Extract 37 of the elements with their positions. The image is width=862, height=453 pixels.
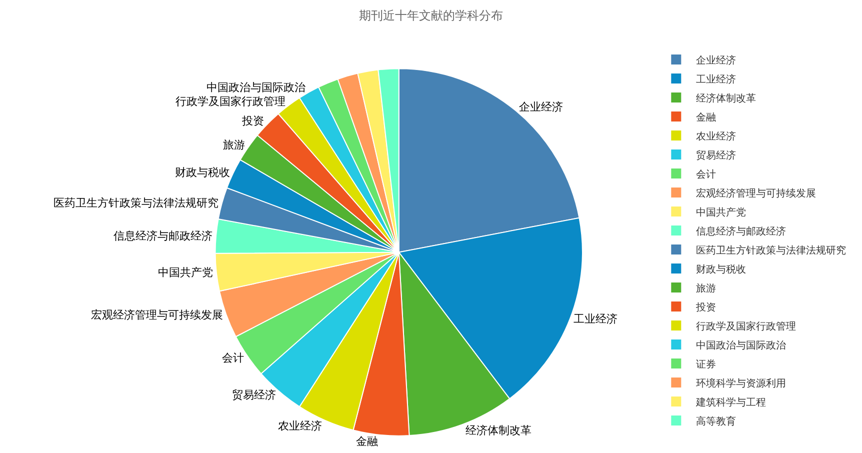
legend-label: 医药卫生方针政策与法律法规研究 bbox=[696, 244, 846, 256]
legend-label: 会计 bbox=[696, 168, 716, 180]
legend-label: 高等教育 bbox=[696, 415, 736, 428]
legend-label: 宏观经济管理与可持续发展 bbox=[696, 187, 816, 200]
legend-label: 贸易经济 bbox=[696, 149, 736, 162]
data-label: 中国共产党 bbox=[158, 266, 214, 279]
legend-label: 财政与税收 bbox=[696, 263, 746, 276]
legend-label: 环境科学与资源利用 bbox=[696, 377, 786, 390]
data-label: 旅游 bbox=[223, 138, 246, 152]
legend-label: 旅游 bbox=[696, 282, 716, 294]
data-label: 宏观经济管理与可持续发展 bbox=[90, 308, 223, 322]
legend-label: 投资 bbox=[695, 301, 716, 314]
data-label: 工业经济 bbox=[573, 312, 618, 326]
legend-label: 经济体制改革 bbox=[696, 92, 756, 104]
legend-label: 建筑科学与工程 bbox=[695, 396, 766, 408]
data-label: 农业经济 bbox=[278, 419, 322, 432]
data-label: 行政学及国家行政管理 bbox=[175, 94, 286, 108]
data-label: 企业经济 bbox=[519, 100, 564, 114]
legend-label: 企业经济 bbox=[696, 54, 736, 66]
legend-label: 工业经济 bbox=[696, 73, 736, 86]
data-label: 贸易经济 bbox=[232, 388, 276, 402]
legend-label: 信息经济与邮政经济 bbox=[696, 225, 786, 238]
legend-label: 农业经济 bbox=[696, 130, 736, 142]
data-label: 经济体制改革 bbox=[465, 424, 532, 437]
data-label: 财政与税收 bbox=[174, 166, 230, 179]
chart-title: 期刊近十年文献的学科分布 bbox=[359, 8, 503, 23]
data-label: 中国政治与国际政治 bbox=[206, 80, 306, 94]
legend-label: 中国政治与国际政治 bbox=[696, 339, 786, 352]
legend-label: 金融 bbox=[696, 111, 716, 124]
data-label: 医药卫生方针政策与法律法规研究 bbox=[54, 196, 219, 210]
legend-label: 中国共产党 bbox=[696, 206, 746, 218]
data-label: 金融 bbox=[356, 434, 378, 448]
legend-label: 证券 bbox=[696, 358, 716, 370]
legend-label: 行政学及国家行政管理 bbox=[696, 320, 796, 332]
data-label: 投资 bbox=[241, 114, 264, 128]
data-label: 信息经济与邮政经济 bbox=[114, 230, 213, 243]
data-label: 会计 bbox=[222, 351, 244, 364]
